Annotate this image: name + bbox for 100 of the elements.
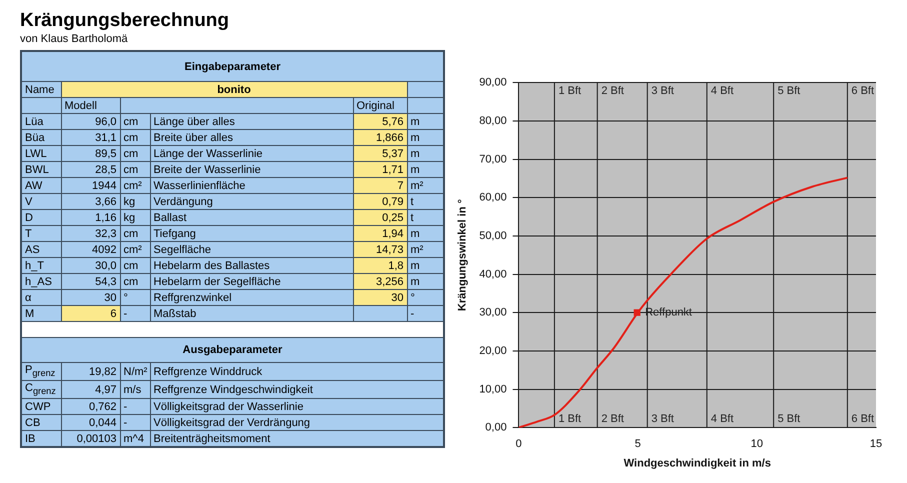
- y-tick-label: 60,00: [479, 192, 507, 204]
- text: cm: [124, 260, 138, 272]
- text: Völligkeitsgrad der Wasserlinie: [154, 400, 304, 413]
- text: 30: [391, 292, 404, 304]
- text: 3,66: [95, 196, 116, 208]
- text: cm: [124, 228, 138, 240]
- text: m²: [410, 244, 424, 256]
- text: 0,762: [88, 400, 116, 413]
- text: Reffgrenze Windgeschwindigkeit: [154, 384, 313, 396]
- text: Breitenträgheitsmoment: [154, 432, 270, 445]
- text: CB: [25, 416, 40, 429]
- text: V: [25, 196, 32, 208]
- text: -: [124, 416, 128, 429]
- text: Breite der Wasserlinie: [154, 164, 261, 176]
- text: Maßstab: [154, 308, 196, 320]
- text: kg: [124, 212, 136, 224]
- ref-line-label: 4 Bft: [710, 85, 734, 98]
- text: 30,0: [95, 260, 116, 272]
- text: Reffgrenzwinkel: [154, 292, 232, 304]
- text: t: [410, 196, 414, 208]
- text: 4092: [92, 244, 116, 256]
- text: 5,76: [382, 116, 404, 128]
- text: m/s: [124, 384, 142, 396]
- text: 4 Bft: [710, 413, 734, 426]
- text: α: [25, 292, 32, 304]
- text: LWL: [25, 148, 47, 160]
- text: cm: [124, 132, 138, 144]
- y-tick-label: 50,00: [479, 230, 507, 242]
- text: kg: [124, 196, 136, 208]
- text: cm: [124, 148, 138, 160]
- text: 1,71: [382, 164, 404, 176]
- text: -: [124, 308, 128, 320]
- text: m: [410, 228, 420, 240]
- text: cm: [124, 116, 138, 128]
- text: Name: [25, 84, 54, 96]
- text: m²: [410, 180, 424, 192]
- y-tick-label: 70,00: [479, 153, 507, 166]
- text: 6: [110, 308, 116, 320]
- y-tick-label: 40,00: [479, 268, 507, 280]
- text: °: [410, 292, 415, 304]
- text: D: [25, 212, 33, 224]
- text: Reffgrenze Winddruck: [154, 366, 262, 378]
- text: 4,97: [95, 384, 116, 396]
- text: m: [410, 276, 420, 288]
- text: Wasserlinienfläche: [154, 180, 246, 192]
- text: 0,00103: [76, 432, 116, 445]
- y-tick-label: 0,00: [485, 422, 507, 434]
- y-tick-label: 20,00: [479, 344, 507, 357]
- text: von Klaus Bartholomä: [20, 33, 128, 45]
- text: Ausgabeparameter: [182, 344, 282, 356]
- text: m: [410, 116, 420, 128]
- text: 28,5: [95, 164, 116, 176]
- text: Segelfläche: [154, 244, 211, 256]
- text: Völligkeitsgrad der Verdrängung: [154, 416, 310, 429]
- y-tick-label: 90,00: [479, 76, 507, 89]
- text: Hebelarm der Segelfläche: [154, 276, 281, 288]
- text: 0,79: [382, 196, 404, 208]
- text: 1,16: [95, 212, 116, 224]
- text: Original: [356, 100, 394, 112]
- text: cm²: [124, 244, 142, 256]
- text: m: [410, 148, 420, 160]
- text: M: [25, 308, 34, 320]
- ref-line-label: 3 Bft: [651, 85, 674, 98]
- text: Modell: [64, 100, 97, 112]
- text: 19,82: [88, 366, 116, 378]
- ref-line-label: 1 Bft: [558, 85, 582, 98]
- text: 1944: [92, 180, 116, 192]
- y-tick-label: 10,00: [479, 383, 507, 396]
- text: -: [410, 308, 414, 320]
- text: 32,3: [95, 228, 116, 240]
- text: 3 Bft: [651, 413, 674, 426]
- text: 30: [104, 292, 116, 304]
- text: °: [124, 292, 128, 304]
- text: 89,5: [95, 148, 116, 160]
- text: Eingabeparameter: [184, 60, 280, 72]
- text: cm²: [124, 180, 142, 192]
- text: 54,3: [95, 276, 116, 288]
- text: BWL: [25, 164, 49, 176]
- text: 2 Bft: [601, 413, 624, 426]
- x-tick-label: 0: [516, 438, 522, 450]
- y-axis-title: Krängungswinkel in °: [456, 199, 469, 312]
- text: m^4: [124, 432, 144, 445]
- text: Büa: [25, 132, 45, 144]
- text: Verdängung: [154, 196, 213, 208]
- text: T: [25, 228, 32, 240]
- text: Länge über alles: [154, 116, 235, 128]
- text: 1,8: [388, 260, 404, 272]
- text: 31,1: [95, 132, 116, 144]
- text: m: [410, 164, 420, 176]
- text: m: [410, 260, 420, 272]
- text: cm: [124, 164, 138, 176]
- text: 5,37: [382, 148, 404, 160]
- text: m: [410, 132, 420, 144]
- text: Krängungsberechnung: [20, 10, 230, 31]
- text: P$_{grenz}$: [25, 364, 56, 378]
- x-tick-label: 15: [870, 438, 882, 450]
- text: 1 Bft: [558, 413, 582, 426]
- text: -: [124, 400, 128, 413]
- line-series: [518, 176, 848, 428]
- text: N/m²: [124, 366, 148, 378]
